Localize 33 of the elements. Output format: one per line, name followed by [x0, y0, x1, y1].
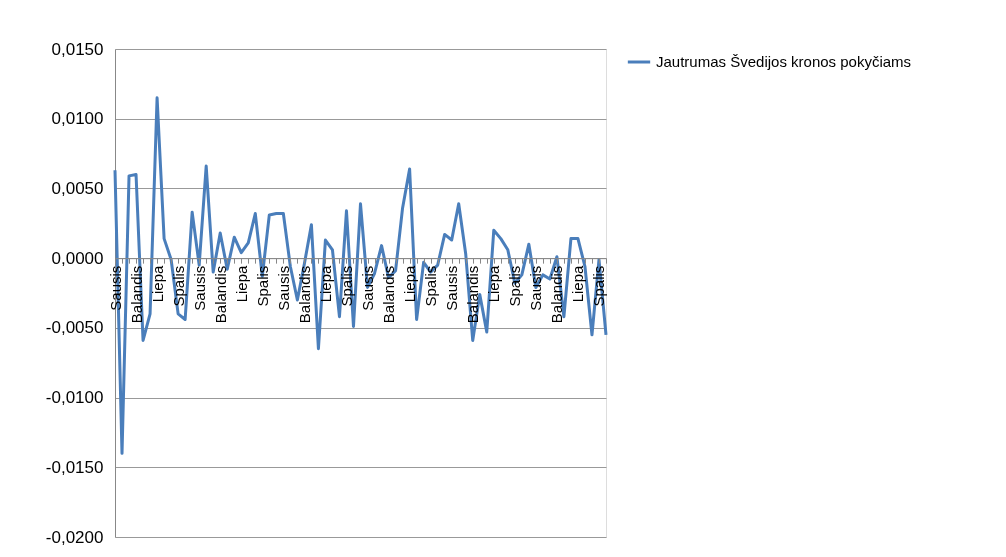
x-tick-label: Balandis	[464, 265, 482, 324]
x-tick-label: Spalis	[422, 265, 440, 307]
x-tick-label: Sausis	[359, 265, 377, 311]
x-tick-label: Liepa	[569, 264, 587, 303]
y-tick-label: 0,0000	[51, 248, 104, 268]
legend-label: Jautrumas Švedijos kronos pokyčiams	[656, 53, 912, 70]
x-tick-label: Spalis	[590, 265, 608, 307]
x-tick-label: Spalis	[337, 265, 355, 307]
x-tick-label: Balandis	[295, 265, 313, 324]
y-tick-label: 0,0050	[51, 178, 104, 198]
x-tick-label: Spalis	[506, 265, 524, 307]
y-tick-label: 0,0100	[51, 109, 104, 129]
x-tick-label: Balandis	[127, 265, 145, 324]
x-tick-label: Spalis	[169, 265, 187, 307]
x-tick-label: Sausis	[106, 265, 124, 311]
x-tick-label: Sausis	[527, 265, 545, 311]
y-tick-label: 0,0150	[51, 39, 104, 59]
x-tick-label: Liepa	[316, 264, 334, 303]
x-tick-label: Sausis	[274, 265, 292, 311]
x-tick-label: Balandis	[548, 265, 566, 324]
x-tick-label: Liepa	[232, 264, 250, 303]
x-tick-label: Spalis	[253, 265, 271, 307]
y-tick-label: -0,0100	[45, 388, 104, 408]
x-tick-label: Balandis	[380, 265, 398, 324]
y-tick-label: -0,0150	[45, 457, 104, 477]
x-tick-label: Sausis	[443, 265, 461, 311]
x-tick-label: Liepa	[485, 264, 503, 303]
x-tick-label: Liepa	[401, 264, 419, 303]
y-tick-label: -0,0050	[45, 318, 104, 338]
x-tick-label: Liepa	[148, 264, 166, 303]
y-tick-label: -0,0200	[45, 527, 104, 547]
x-tick-label: Balandis	[211, 265, 229, 324]
x-tick-label: Sausis	[190, 265, 208, 311]
